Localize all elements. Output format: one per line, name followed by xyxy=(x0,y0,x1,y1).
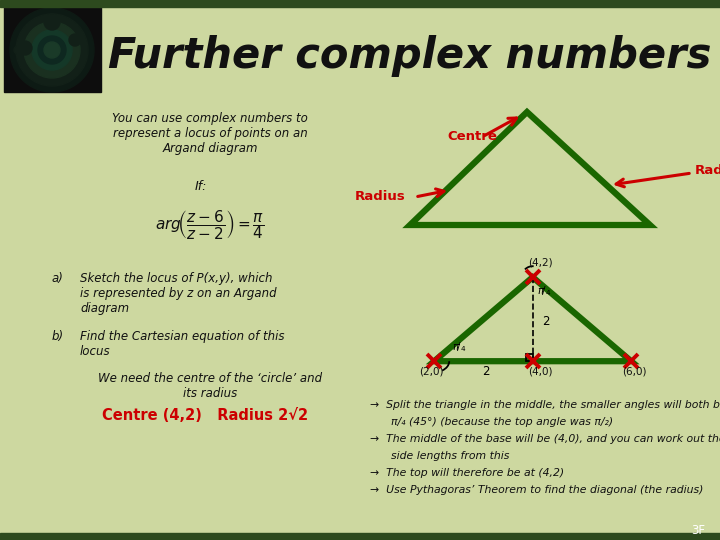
Circle shape xyxy=(32,30,72,70)
Text: Radius: Radius xyxy=(695,164,720,177)
Circle shape xyxy=(69,34,81,46)
Text: Sketch the locus of P(x,y), which
is represented by z on an Argand
diagram: Sketch the locus of P(x,y), which is rep… xyxy=(80,272,276,315)
Text: 2: 2 xyxy=(541,315,549,328)
Text: 2: 2 xyxy=(482,365,489,378)
Text: π/₄ (45°) (because the top angle was π/₂): π/₄ (45°) (because the top angle was π/₂… xyxy=(370,417,613,427)
Text: If:: If: xyxy=(195,180,207,193)
Text: (6,0): (6,0) xyxy=(622,366,647,376)
Bar xyxy=(0,95,720,533)
Text: $\pi\!/_4$: $\pi\!/_4$ xyxy=(536,284,551,298)
Bar xyxy=(0,0,720,7)
Text: Further complex numbers: Further complex numbers xyxy=(108,35,711,77)
Circle shape xyxy=(44,42,60,58)
Text: →  Use Pythagoras’ Theorem to find the diagonal (the radius): → Use Pythagoras’ Theorem to find the di… xyxy=(370,485,703,495)
Bar xyxy=(4,7,101,92)
Text: $\mathit{arg}\!\left(\dfrac{z-6}{z-2}\right)=\dfrac{\pi}{4}$: $\mathit{arg}\!\left(\dfrac{z-6}{z-2}\ri… xyxy=(155,208,265,241)
Text: Centre (4,2)   Radius 2√2: Centre (4,2) Radius 2√2 xyxy=(102,408,308,423)
Circle shape xyxy=(44,14,60,30)
Text: Radius: Radius xyxy=(355,191,406,204)
Text: a): a) xyxy=(52,272,64,285)
Text: You can use complex numbers to
represent a locus of points on an
Argand diagram: You can use complex numbers to represent… xyxy=(112,112,308,155)
Circle shape xyxy=(18,41,32,55)
Circle shape xyxy=(24,22,80,78)
Text: We need the centre of the ‘circle’ and
its radius: We need the centre of the ‘circle’ and i… xyxy=(98,372,322,400)
Circle shape xyxy=(10,8,94,92)
Text: (2,0): (2,0) xyxy=(419,366,444,376)
Text: Centre: Centre xyxy=(447,131,497,144)
Circle shape xyxy=(16,14,88,86)
Text: →  Split the triangle in the middle, the smaller angles will both be: → Split the triangle in the middle, the … xyxy=(370,400,720,410)
Text: (4,2): (4,2) xyxy=(528,257,553,267)
Bar xyxy=(0,7,720,95)
Text: →  The top will therefore be at (4,2): → The top will therefore be at (4,2) xyxy=(370,468,564,478)
Bar xyxy=(0,533,720,540)
Text: →  The middle of the base will be (4,0), and you can work out the: → The middle of the base will be (4,0), … xyxy=(370,434,720,444)
Circle shape xyxy=(38,36,66,64)
Text: b): b) xyxy=(52,330,64,343)
Text: side lengths from this: side lengths from this xyxy=(370,451,509,461)
Text: 3F: 3F xyxy=(691,524,705,537)
Bar xyxy=(526,354,533,361)
Text: $\pi\!/_4$: $\pi\!/_4$ xyxy=(452,340,467,354)
Text: (4,0): (4,0) xyxy=(528,366,553,376)
Text: Find the Cartesian equation of this
locus: Find the Cartesian equation of this locu… xyxy=(80,330,284,358)
Circle shape xyxy=(14,46,22,54)
